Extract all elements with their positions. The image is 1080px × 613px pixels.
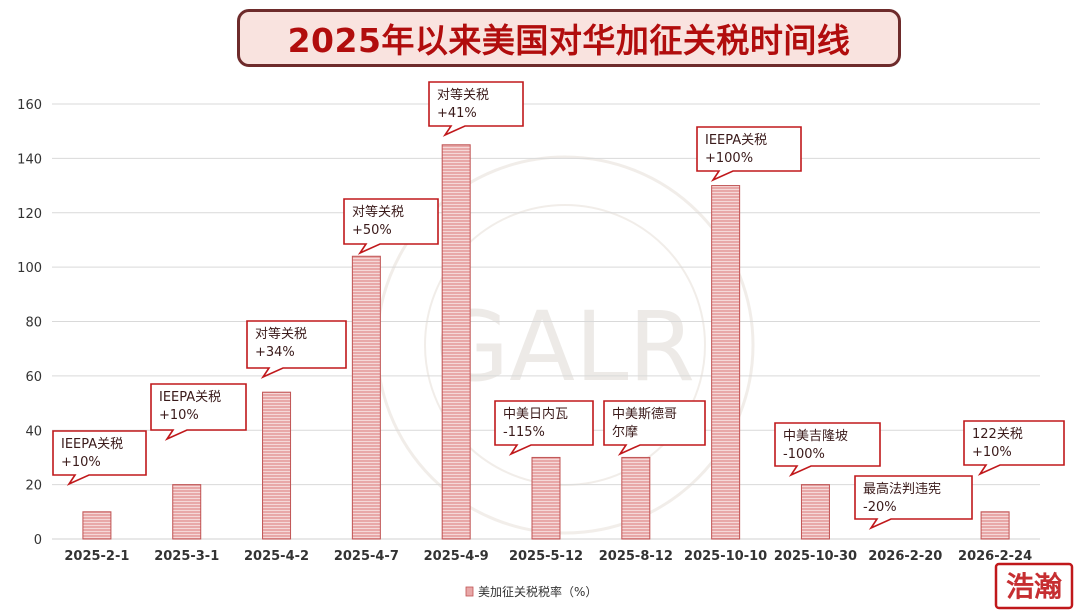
y-tick-label: 160 <box>17 98 42 113</box>
y-tick-label: 140 <box>17 152 42 167</box>
callout-box <box>963 420 1065 476</box>
callout-text: 对等关税 <box>255 326 307 342</box>
x-tick-label: 2026-2-20 <box>868 549 942 564</box>
legend-label: 美加征关税税率（%） <box>478 584 597 599</box>
callout-text: +34% <box>255 345 295 360</box>
y-tick-label: 40 <box>25 424 42 439</box>
bar-2025-5-12 <box>531 456 561 540</box>
corner-stamp: 浩瀚 <box>994 562 1074 610</box>
callout-text: +10% <box>61 455 101 470</box>
callout-text: +41% <box>437 106 477 121</box>
bar-2025-3-1 <box>172 484 202 540</box>
callout-text: +10% <box>972 445 1012 460</box>
callout-box <box>343 198 439 255</box>
callout-text: 尔摩 <box>612 424 638 440</box>
callout-text: -20% <box>863 500 897 515</box>
x-tick-label: 2025-2-1 <box>64 549 129 564</box>
callout-box <box>696 126 802 182</box>
x-tick-label: 2025-5-12 <box>509 549 583 564</box>
callout-2026-2-24: 122关税 +10% <box>963 420 1065 476</box>
x-tick-label: 2025-10-10 <box>684 549 767 564</box>
bar-2025-4-2 <box>262 391 292 540</box>
callout-2025-10-30: 中美吉隆坡 -100% <box>774 422 881 477</box>
x-tick-label: 2025-3-1 <box>154 549 219 564</box>
x-tick-label: 2025-8-12 <box>599 549 673 564</box>
callout-box <box>52 430 147 486</box>
bar-2025-10-30 <box>800 484 830 540</box>
watermark-seal: GALR <box>375 155 755 535</box>
y-tick-label: 100 <box>17 261 42 276</box>
callout-box <box>150 383 247 441</box>
callout-text: +10% <box>159 408 199 423</box>
callout-2025-5-12: 中美日内瓦 -115% <box>494 400 594 456</box>
callout-text: -100% <box>783 447 825 462</box>
bar-2025-2-1 <box>82 511 112 540</box>
y-tick-label: 120 <box>17 207 42 222</box>
callout-text: IEEPA关税 <box>705 133 767 148</box>
x-tick-label: 2025-4-9 <box>424 549 489 564</box>
callout-box <box>246 320 347 379</box>
bar-2026-2-24 <box>980 511 1010 540</box>
callout-text: 最高法判违宪 <box>863 481 941 497</box>
callout-2025-2-1: IEEPA关税 +10% <box>52 430 147 486</box>
callout-2025-10-10: IEEPA关税 +100% <box>696 126 802 182</box>
callout-text: IEEPA关税 <box>61 437 123 452</box>
callout-2025-4-2: 对等关税 +34% <box>246 320 347 379</box>
bar-2025-10-10 <box>711 185 741 540</box>
bar-2025-4-9 <box>441 144 471 540</box>
svg-text:GALR: GALR <box>435 291 695 403</box>
legend-swatch <box>465 586 474 597</box>
x-tick-label: 2025-4-2 <box>244 549 309 564</box>
y-tick-label: 0 <box>34 533 42 548</box>
bar-2025-8-12 <box>621 456 651 540</box>
svg-text:浩瀚: 浩瀚 <box>1006 570 1062 603</box>
callout-text: +100% <box>705 151 753 166</box>
callout-text: 122关税 <box>972 427 1023 442</box>
callout-box <box>854 475 973 530</box>
callout-text: -115% <box>503 425 545 440</box>
callout-text: IEEPA关税 <box>159 390 221 405</box>
callout-2025-3-1: IEEPA关税 +10% <box>150 383 247 441</box>
callout-2025-4-9: 对等关税 +41% <box>428 81 524 137</box>
chart-title: 2025年以来美国对华加征关税时间线 <box>287 21 851 60</box>
callout-2025-4-7: 对等关税 +50% <box>343 198 439 255</box>
x-tick-label: 2026-2-24 <box>958 549 1032 564</box>
x-tick-label: 2025-4-7 <box>334 549 399 564</box>
callout-box <box>494 400 594 456</box>
bar-2025-4-7 <box>351 255 381 540</box>
callout-box <box>603 400 706 456</box>
callout-text: 中美斯德哥 <box>612 407 677 422</box>
y-tick-label: 60 <box>25 370 42 385</box>
callout-text: 中美吉隆坡 <box>783 429 848 444</box>
callout-text: 对等关税 <box>352 204 404 220</box>
callout-text: +50% <box>352 223 392 238</box>
callout-text: 中美日内瓦 <box>503 406 568 422</box>
callout-box <box>428 81 524 137</box>
callout-box <box>774 422 881 477</box>
callout-text: 对等关税 <box>437 87 489 103</box>
x-tick-label: 2025-10-30 <box>774 549 857 564</box>
callout-2026-2-20: 最高法判违宪 -20% <box>854 475 973 530</box>
y-tick-label: 20 <box>25 479 42 494</box>
y-tick-label: 80 <box>25 316 42 331</box>
chart-title-box: 2025年以来美国对华加征关税时间线 <box>237 9 901 67</box>
